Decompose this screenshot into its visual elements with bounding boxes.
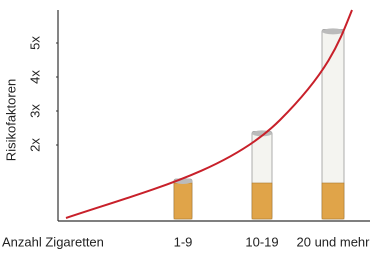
y-tick-label: 3x	[27, 104, 42, 118]
y-tick-label: 2x	[27, 138, 42, 152]
filter	[322, 183, 344, 219]
ash	[322, 28, 344, 34]
filter	[252, 183, 272, 219]
chart: Risikofaktoren Anzahl Zigaretten 2x 3x 4x 5…	[0, 0, 375, 257]
x-tick-label: 1-9	[174, 234, 193, 249]
filter	[174, 183, 192, 219]
plot-area: 2x 3x 4x 5x 1-9 10-19 20 und mehr	[27, 28, 370, 249]
y-tick-label: 4x	[27, 70, 42, 84]
x-tick-label: 20 und mehr	[297, 234, 371, 249]
x-axis-label: Anzahl Zigaretten	[2, 234, 104, 249]
risk-curve	[66, 10, 352, 218]
y-tick-label: 5x	[27, 36, 42, 50]
y-axis-label: Risikofaktoren	[3, 79, 18, 161]
x-tick-label: 10-19	[245, 234, 278, 249]
